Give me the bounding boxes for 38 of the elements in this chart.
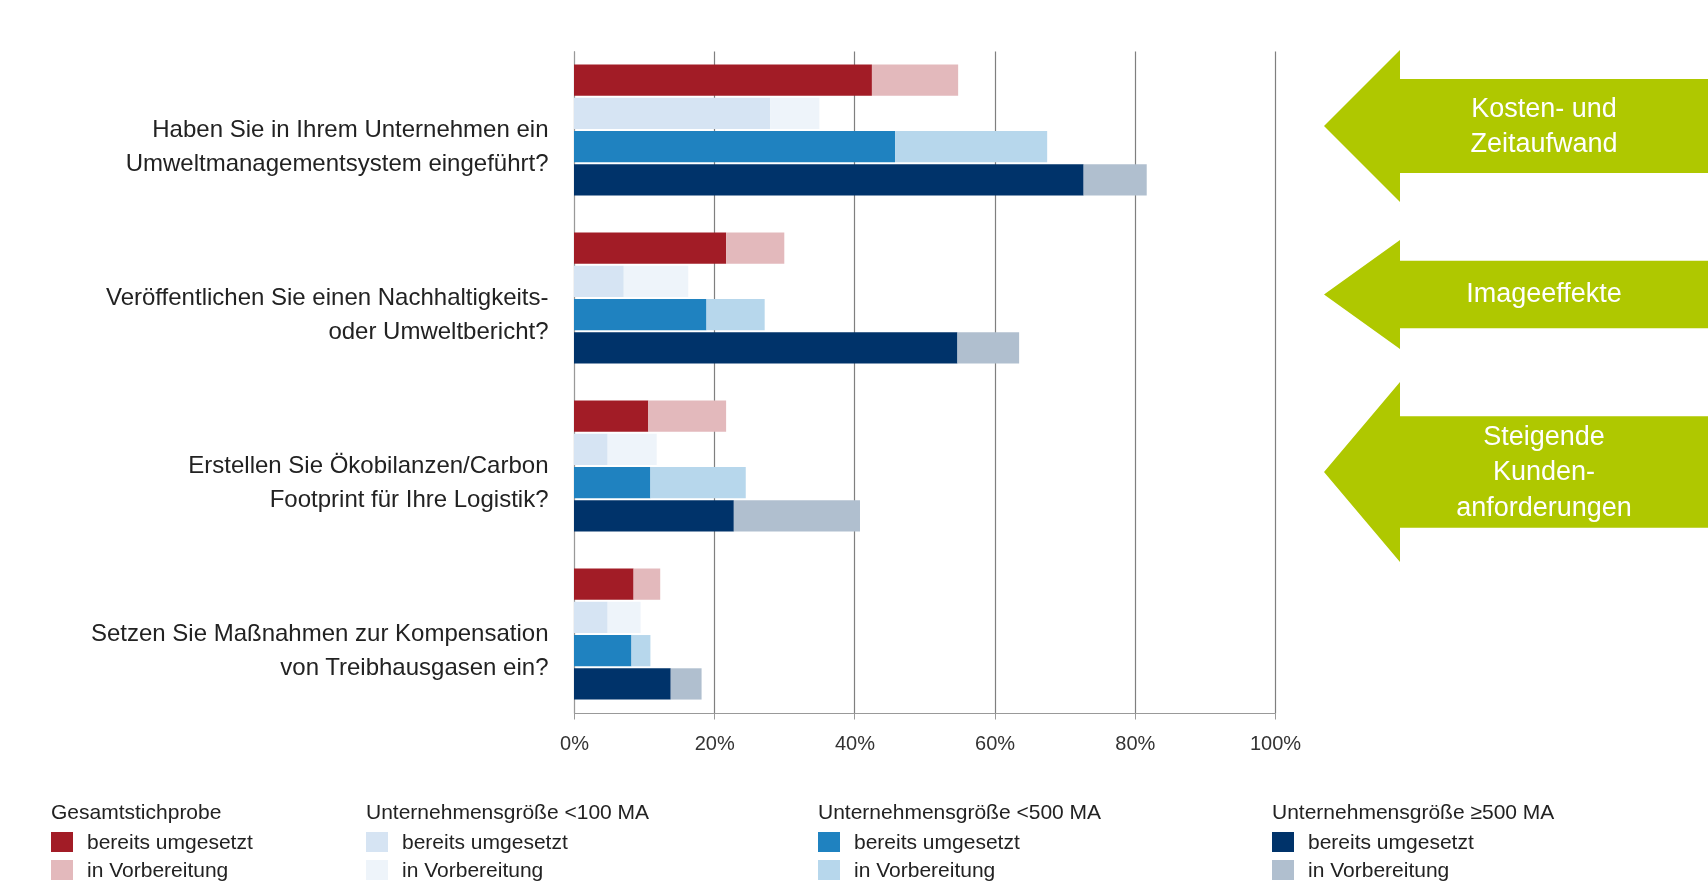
y-tick-label: Setzen Sie Maßnahmen zur Kompensation von Treibhausgasen ein? <box>90 619 549 681</box>
bar <box>957 332 1020 364</box>
legend-label: in Vorbereitung <box>1308 858 1450 882</box>
legend-label: bereits umgesetzt <box>402 830 568 854</box>
legend-label: bereits umgesetzt <box>87 830 253 854</box>
y-tick-label: Veröffentlichen Sie einen Nachhaltigkeits- oder Umweltbericht? <box>106 282 549 344</box>
y-tick-label: Haben Sie in Ihrem Unternehmen ein Umweltmanagementsystem eingeführt? <box>125 114 549 176</box>
x-tick-label: 20% <box>694 731 735 754</box>
legend-label: in Vorbereitung <box>854 858 996 882</box>
text: Imageeffekte <box>1466 277 1622 311</box>
legend-title: Unternehmensgröße ≥500 MA <box>1272 800 1555 824</box>
bar <box>871 64 959 96</box>
legend-label: in Vorbereitung <box>87 858 229 882</box>
legend-label: in Vorbereitung <box>402 858 544 882</box>
x-tick-label: 40% <box>834 731 876 754</box>
bar <box>574 332 958 364</box>
bar <box>1083 164 1147 196</box>
bar <box>633 568 661 600</box>
text: Kosten- und Zeitaufwand <box>1469 91 1619 160</box>
y-tick-label: Erstellen Sie Ökobilanzen/Carbon Footprint für Ihre Logistik? <box>188 451 549 513</box>
bar <box>726 232 785 264</box>
x-tick-label: 100% <box>1249 731 1302 754</box>
bar <box>895 130 1048 163</box>
x-tick-label: 60% <box>975 731 1016 754</box>
bar <box>648 400 727 432</box>
bar <box>670 668 702 700</box>
x-tick-label: 0% <box>560 731 590 754</box>
text: Steigende Kunden-anforderungen <box>1455 420 1633 524</box>
legend-title: Unternehmensgröße <500 MA <box>818 800 1102 824</box>
bar <box>574 232 727 264</box>
legend-label: bereits umgesetzt <box>1308 830 1474 854</box>
x-tick-label: 80% <box>1115 731 1156 754</box>
bar <box>706 298 765 331</box>
legend-label: bereits umgesetzt <box>854 830 1020 854</box>
bar <box>733 500 861 532</box>
bar <box>770 97 820 129</box>
legend-title: Unternehmensgröße <100 MA <box>366 800 650 824</box>
legend-title: Gesamtstichprobe <box>51 800 223 824</box>
